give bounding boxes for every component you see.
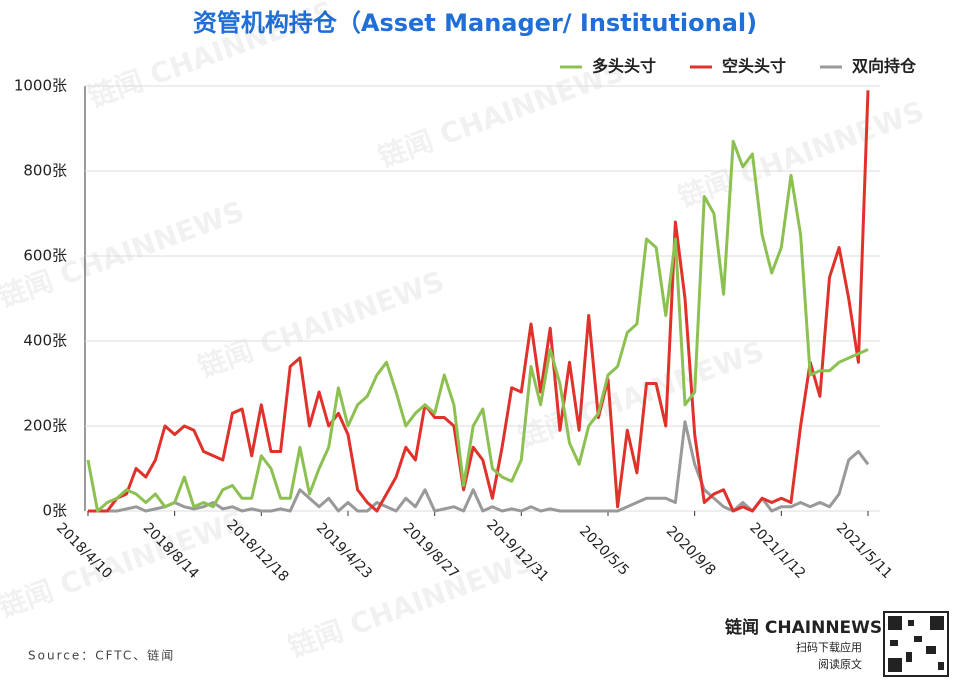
- series-line: [88, 90, 870, 513]
- y-tick-label: 200张: [23, 417, 67, 435]
- qr-code: [883, 611, 949, 677]
- y-tick-label: 0张: [42, 502, 67, 520]
- brand-sub: 扫码下载应用: [796, 640, 862, 654]
- legend-label: 多头头寸: [592, 57, 656, 76]
- legend-label: 双向持仓: [852, 57, 917, 76]
- brand-sub: 阅读原文: [818, 657, 862, 671]
- y-tick-label: 600张: [23, 247, 67, 265]
- legend-label: 空头头寸: [722, 57, 786, 76]
- series-line: [86, 139, 869, 513]
- series-line: [88, 420, 870, 513]
- chart-title: 资管机构持仓（Asset Manager/ Institutional): [193, 9, 757, 37]
- source: Source：CFTC、链闻: [28, 648, 175, 663]
- brand: 链闻 CHAINNEWS: [725, 617, 882, 638]
- y-tick-label: 800张: [23, 162, 67, 180]
- y-tick-label: 400张: [23, 332, 67, 350]
- y-tick-label: 1000张: [14, 77, 67, 95]
